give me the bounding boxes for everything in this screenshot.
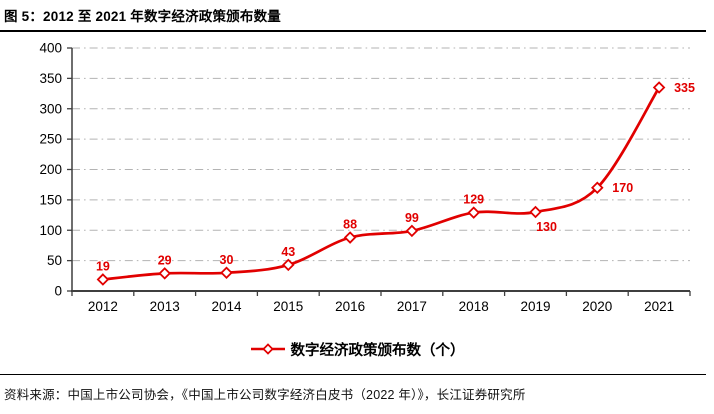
data-label: 30 <box>220 253 234 267</box>
x-axis-label: 2017 <box>397 299 427 314</box>
x-axis-label: 2016 <box>335 299 365 314</box>
y-axis-label: 150 <box>39 192 62 207</box>
data-label: 130 <box>536 220 557 234</box>
data-point-marker <box>158 267 171 280</box>
data-point-marker <box>405 224 419 238</box>
line-chart: 0 50 100 150 200 250 300 350 400 2012 2013 2014 2015… <box>39 41 695 315</box>
data-point-marker <box>467 206 480 219</box>
data-point-marker <box>652 81 666 94</box>
data-point-marker <box>343 231 357 244</box>
x-axis-label: 2020 <box>582 299 612 314</box>
data-label: 88 <box>343 218 357 232</box>
x-axis-label: 2013 <box>150 299 180 314</box>
data-label: 19 <box>96 259 110 273</box>
data-label: 129 <box>463 193 484 207</box>
data-label: 335 <box>674 81 695 95</box>
axes <box>67 47 691 296</box>
title-divider <box>0 30 706 32</box>
data-point-marker <box>591 181 604 194</box>
data-point-marker <box>282 258 295 272</box>
x-axis-label: 2021 <box>644 299 674 314</box>
y-axis-label: 200 <box>39 162 62 177</box>
x-axis-labels: 2012 2013 2014 2015 2016 2017 2018 2019 2020 2021 <box>88 299 674 314</box>
data-label: 170 <box>612 181 633 195</box>
series-line <box>101 86 661 281</box>
y-axis-label: 300 <box>39 101 62 116</box>
data-label: 99 <box>405 211 419 225</box>
chart-title: 图 5：2012 至 2021 年数字经济政策颁布数量 <box>4 9 281 24</box>
y-axis-label: 50 <box>47 253 62 268</box>
y-axis-label: 350 <box>39 71 62 86</box>
data-point-markers <box>96 81 666 286</box>
data-label: 43 <box>281 245 295 259</box>
y-axis-labels: 0 50 100 150 200 250 300 350 400 <box>39 41 62 299</box>
x-axis-label: 2014 <box>211 299 242 314</box>
data-labels: 19 29 30 43 88 99 129 130 170 335 <box>96 81 695 273</box>
y-axis-label: 0 <box>54 284 62 299</box>
source-note: 资料来源：中国上市公司协会，《中国上市公司数字经济白皮书（2022 年）》，长江… <box>4 388 526 402</box>
y-axis-label: 100 <box>39 223 62 238</box>
y-axis-label: 400 <box>39 41 62 56</box>
data-point-marker <box>529 205 542 219</box>
legend-line-diamond-icon <box>250 343 285 355</box>
data-point-marker <box>220 266 233 280</box>
x-axis-label: 2012 <box>88 299 118 314</box>
x-axis-label: 2018 <box>459 299 489 314</box>
x-axis-label: 2019 <box>520 299 550 314</box>
chart-legend: 数字经济政策颁布数（个） <box>0 339 714 359</box>
y-gridlines <box>72 47 690 262</box>
data-label: 29 <box>158 253 172 267</box>
x-axis-label: 2015 <box>273 299 303 314</box>
footer-divider <box>0 374 706 375</box>
y-axis-label: 250 <box>39 132 62 147</box>
data-point-marker <box>96 273 110 286</box>
legend-label: 数字经济政策颁布数（个） <box>290 342 465 359</box>
